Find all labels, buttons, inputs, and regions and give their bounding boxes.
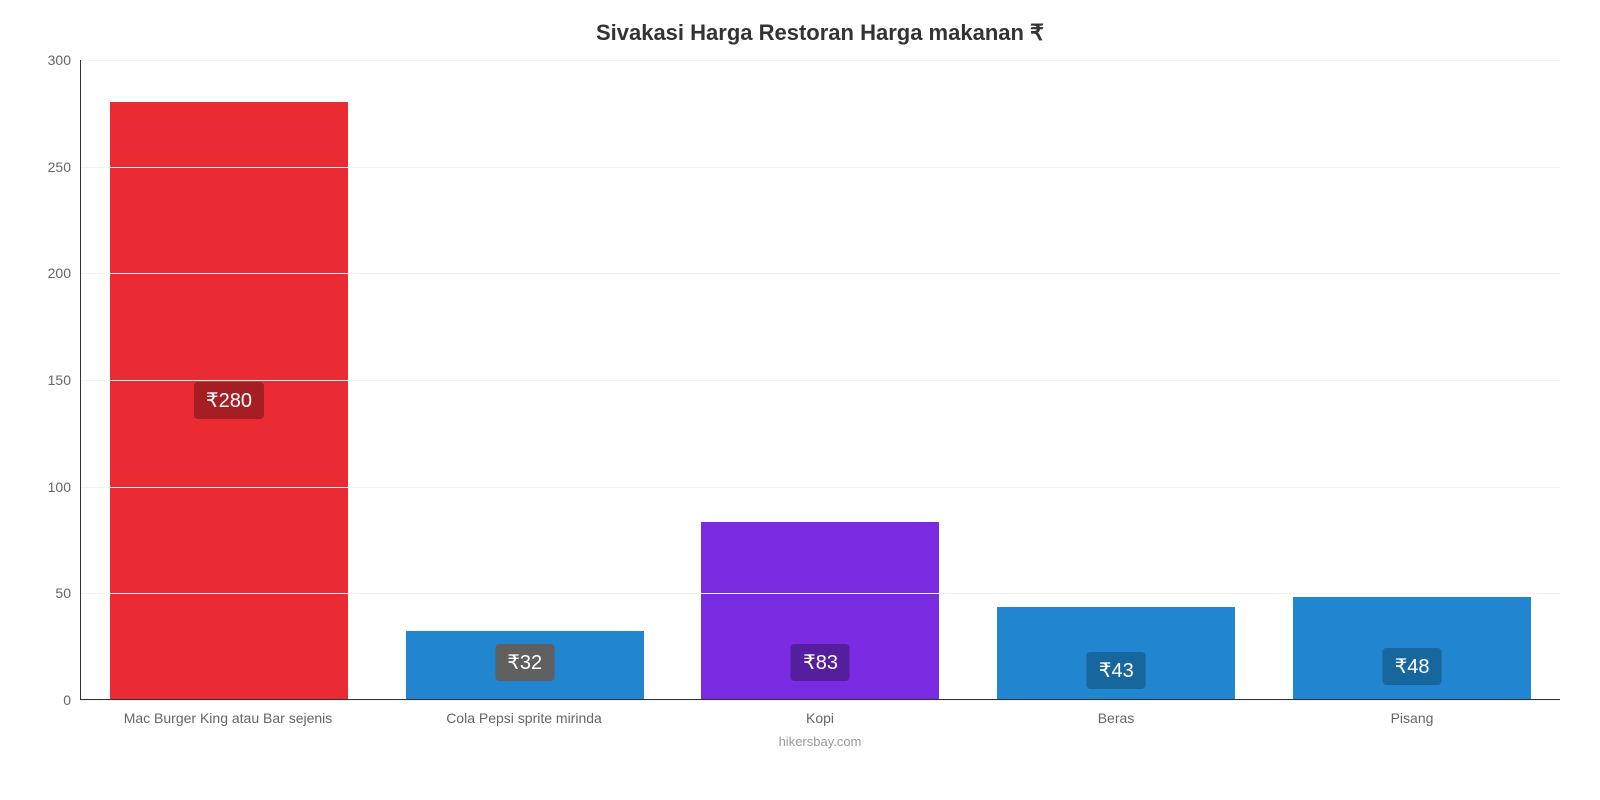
grid-line	[81, 167, 1560, 168]
x-tick-label: Cola Pepsi sprite mirinda	[376, 710, 672, 726]
grid-line	[81, 60, 1560, 61]
chart-title: Sivakasi Harga Restoran Harga makanan ₹	[80, 20, 1560, 46]
grid-line	[81, 273, 1560, 274]
x-tick-label: Mac Burger King atau Bar sejenis	[80, 710, 376, 726]
bar: ₹83	[701, 522, 939, 699]
x-axis-labels: Mac Burger King atau Bar sejenisCola Pep…	[80, 710, 1560, 726]
bar: ₹32	[406, 631, 644, 699]
x-tick-label: Beras	[968, 710, 1264, 726]
plot-area: ₹280₹32₹83₹43₹48 050100150200250300	[80, 60, 1560, 700]
x-tick-label: Kopi	[672, 710, 968, 726]
grid-line	[81, 487, 1560, 488]
bar: ₹48	[1293, 597, 1531, 699]
value-badge: ₹32	[495, 644, 554, 681]
value-badge: ₹43	[1087, 652, 1146, 689]
value-badge: ₹48	[1383, 648, 1442, 685]
grid-line	[81, 593, 1560, 594]
y-tick-label: 100	[48, 479, 71, 495]
y-tick-label: 250	[48, 159, 71, 175]
y-tick-label: 0	[63, 692, 71, 708]
bar: ₹43	[997, 607, 1235, 699]
y-tick-label: 50	[55, 585, 71, 601]
y-tick-label: 200	[48, 265, 71, 281]
grid-line	[81, 380, 1560, 381]
y-tick-label: 300	[48, 52, 71, 68]
value-badge: ₹83	[791, 644, 850, 681]
bar: ₹280	[110, 102, 348, 699]
grid-line	[81, 700, 1560, 701]
x-tick-label: Pisang	[1264, 710, 1560, 726]
value-badge: ₹280	[194, 382, 264, 419]
chart-container: Sivakasi Harga Restoran Harga makanan ₹ …	[0, 0, 1600, 800]
y-tick-label: 150	[48, 372, 71, 388]
attribution-text: hikersbay.com	[80, 734, 1560, 749]
